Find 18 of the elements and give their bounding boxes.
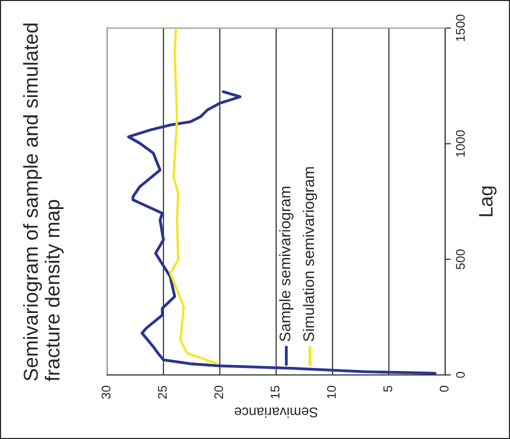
x-tick-label: 25 [158,386,167,399]
text: Simulation semivariogram [302,167,318,342]
x-tick-label: 30 [102,386,110,399]
y-tick-label: 500 [456,249,465,270]
text: Sample semivariogram [279,186,294,342]
x-tick-label: 20 [214,386,224,399]
y-tick-label: 0 [456,372,465,378]
line-series [169,28,218,364]
y-tick-label: 1000 [456,130,465,157]
line-series [127,90,436,375]
x-tick-label: 5 [384,386,392,392]
x-tick-label: 0 [440,386,449,392]
x-tick-label: 15 [270,386,280,398]
y-axis-title: Lag [479,186,497,216]
x-axis-title: Semivariance [234,408,318,418]
y-tick-label: 1500 [456,14,465,42]
x-tick-label: 10 [327,386,336,398]
text: Semivariogram of sample and simulated fracture density map [23,24,64,382]
